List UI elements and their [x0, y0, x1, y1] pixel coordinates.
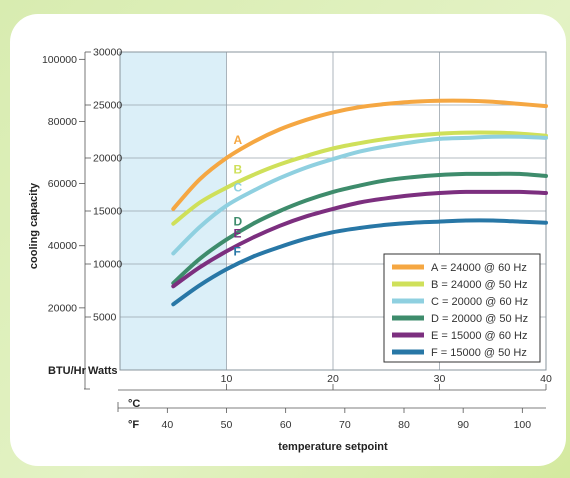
cooling-capacity-chart: A BC DEF 5000 10000 15000 20000 25000 30000 2000… [28, 47, 552, 454]
series-line-b [171, 130, 548, 226]
x-axis-title: temperature setpoint [278, 441, 388, 453]
series-line-a [171, 98, 548, 211]
watts-tick-label: 25000 [93, 100, 122, 112]
legend-entry-f: F = 15000 @ 50 Hz [431, 347, 527, 359]
fahrenheit-tick-label: 80 [398, 419, 410, 431]
btu-tick-label: 40000 [48, 240, 77, 252]
curve-label-d: D [234, 215, 243, 229]
legend-entry-d: D = 20000 @ 50 Hz [431, 313, 528, 325]
btu-tick-label: 80000 [48, 116, 77, 128]
watts-unit-label: Watts [88, 365, 118, 377]
celsius-tick-label: 10 [221, 373, 233, 385]
curve-label-e: E [234, 226, 242, 240]
y-axis-title: cooling capacity [28, 182, 40, 269]
series-line-d [171, 171, 548, 286]
legend-entry-a: A = 24000 @ 60 Hz [431, 262, 527, 274]
btu-unit-label: BTU/Hr [48, 365, 87, 377]
fahrenheit-tick-label: 40 [161, 419, 173, 431]
series-line-f [171, 218, 548, 307]
series-line-c [171, 134, 548, 256]
fahrenheit-tick-label: 100 [514, 419, 532, 431]
fahrenheit-tick-label: 70 [339, 419, 351, 431]
legend-box [383, 253, 541, 363]
watts-tick-label: 20000 [93, 153, 122, 165]
btu-tick-label: 60000 [48, 178, 77, 190]
celsius-tick-label: 40 [540, 373, 552, 385]
plot-frame [119, 51, 547, 371]
fahrenheit-tick-label: 90 [457, 419, 469, 431]
series-line-e [171, 189, 548, 289]
watts-tick-label: 30000 [93, 47, 122, 59]
watts-tick-label: 5000 [93, 312, 117, 324]
watts-tick-label: 15000 [93, 206, 122, 218]
celsius-unit-label: °C [128, 398, 140, 410]
btu-tick-label: 20000 [48, 302, 77, 314]
curve-label-c: C [234, 181, 243, 195]
fahrenheit-tick-label: 50 [221, 419, 233, 431]
celsius-tick-label: 20 [327, 373, 339, 385]
fahrenheit-tick-label: 60 [280, 419, 292, 431]
curve-label-b: B [234, 163, 243, 177]
legend-entry-c: C = 20000 @ 60 Hz [431, 296, 528, 308]
curve-label-f: F [234, 244, 241, 258]
fahrenheit-unit-label: °F [128, 419, 139, 431]
curve-label-a: A [234, 133, 243, 147]
btu-tick-label: 100000 [42, 54, 77, 66]
watts-tick-label: 10000 [93, 259, 122, 271]
celsius-tick-label: 30 [434, 373, 446, 385]
legend-entry-b: B = 24000 @ 50 Hz [431, 279, 527, 291]
legend-entry-e: E = 15000 @ 60 Hz [431, 330, 527, 342]
